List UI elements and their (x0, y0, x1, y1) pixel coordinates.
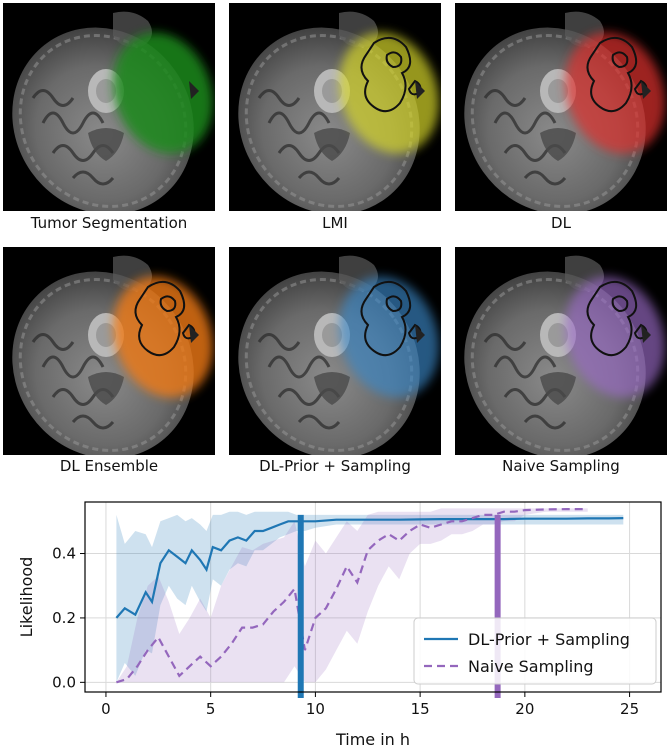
legend-box (413, 617, 657, 685)
y-axis-label: Likelihood (17, 557, 36, 638)
legend-label: DL-Prior + Sampling (468, 630, 630, 649)
x-tick-label: 10 (306, 700, 325, 718)
brain-mri-image (3, 247, 215, 455)
x-tick-label: 20 (515, 700, 534, 718)
brain-mri-image (229, 247, 441, 455)
y-tick-label: 0.0 (52, 673, 76, 691)
x-tick-label: 0 (101, 700, 111, 718)
panel-caption: DL Ensemble (59, 457, 159, 475)
panel-caption: Naive Sampling (502, 457, 620, 475)
brain-mri-image (455, 247, 667, 455)
panel-caption: Tumor Segmentation (30, 214, 188, 232)
brain-panel (455, 247, 667, 455)
brain-panel (229, 247, 441, 455)
panel-caption: DL-Prior + Sampling (259, 457, 411, 475)
brain-mri-image (3, 3, 215, 211)
series-line (116, 508, 588, 684)
y-tick-label: 0.4 (52, 545, 76, 563)
plot-frame (84, 501, 662, 693)
x-tick-label: 5 (206, 700, 216, 718)
confidence-band (116, 511, 624, 683)
likelihood-chart: 0 5 10 15 20 25 0.0 0.2 0.4 Time in h Likelihood DL… (17, 501, 662, 749)
legend-label: Naive Sampling (468, 657, 594, 676)
x-axis-label: Time in h (335, 730, 410, 749)
brain-mri-image (229, 3, 441, 211)
x-tick-label: 15 (411, 700, 430, 718)
panel-caption: DL (551, 214, 571, 232)
brain-mri-image (455, 3, 667, 211)
brain-panel (3, 3, 215, 211)
x-tick-label: 25 (620, 700, 639, 718)
y-tick-label: 0.2 (52, 609, 76, 627)
panel-caption: LMI (322, 214, 348, 232)
brain-panel (3, 247, 215, 455)
series-line (115, 517, 624, 619)
brain-panel (455, 3, 667, 211)
brain-panel (229, 3, 441, 211)
